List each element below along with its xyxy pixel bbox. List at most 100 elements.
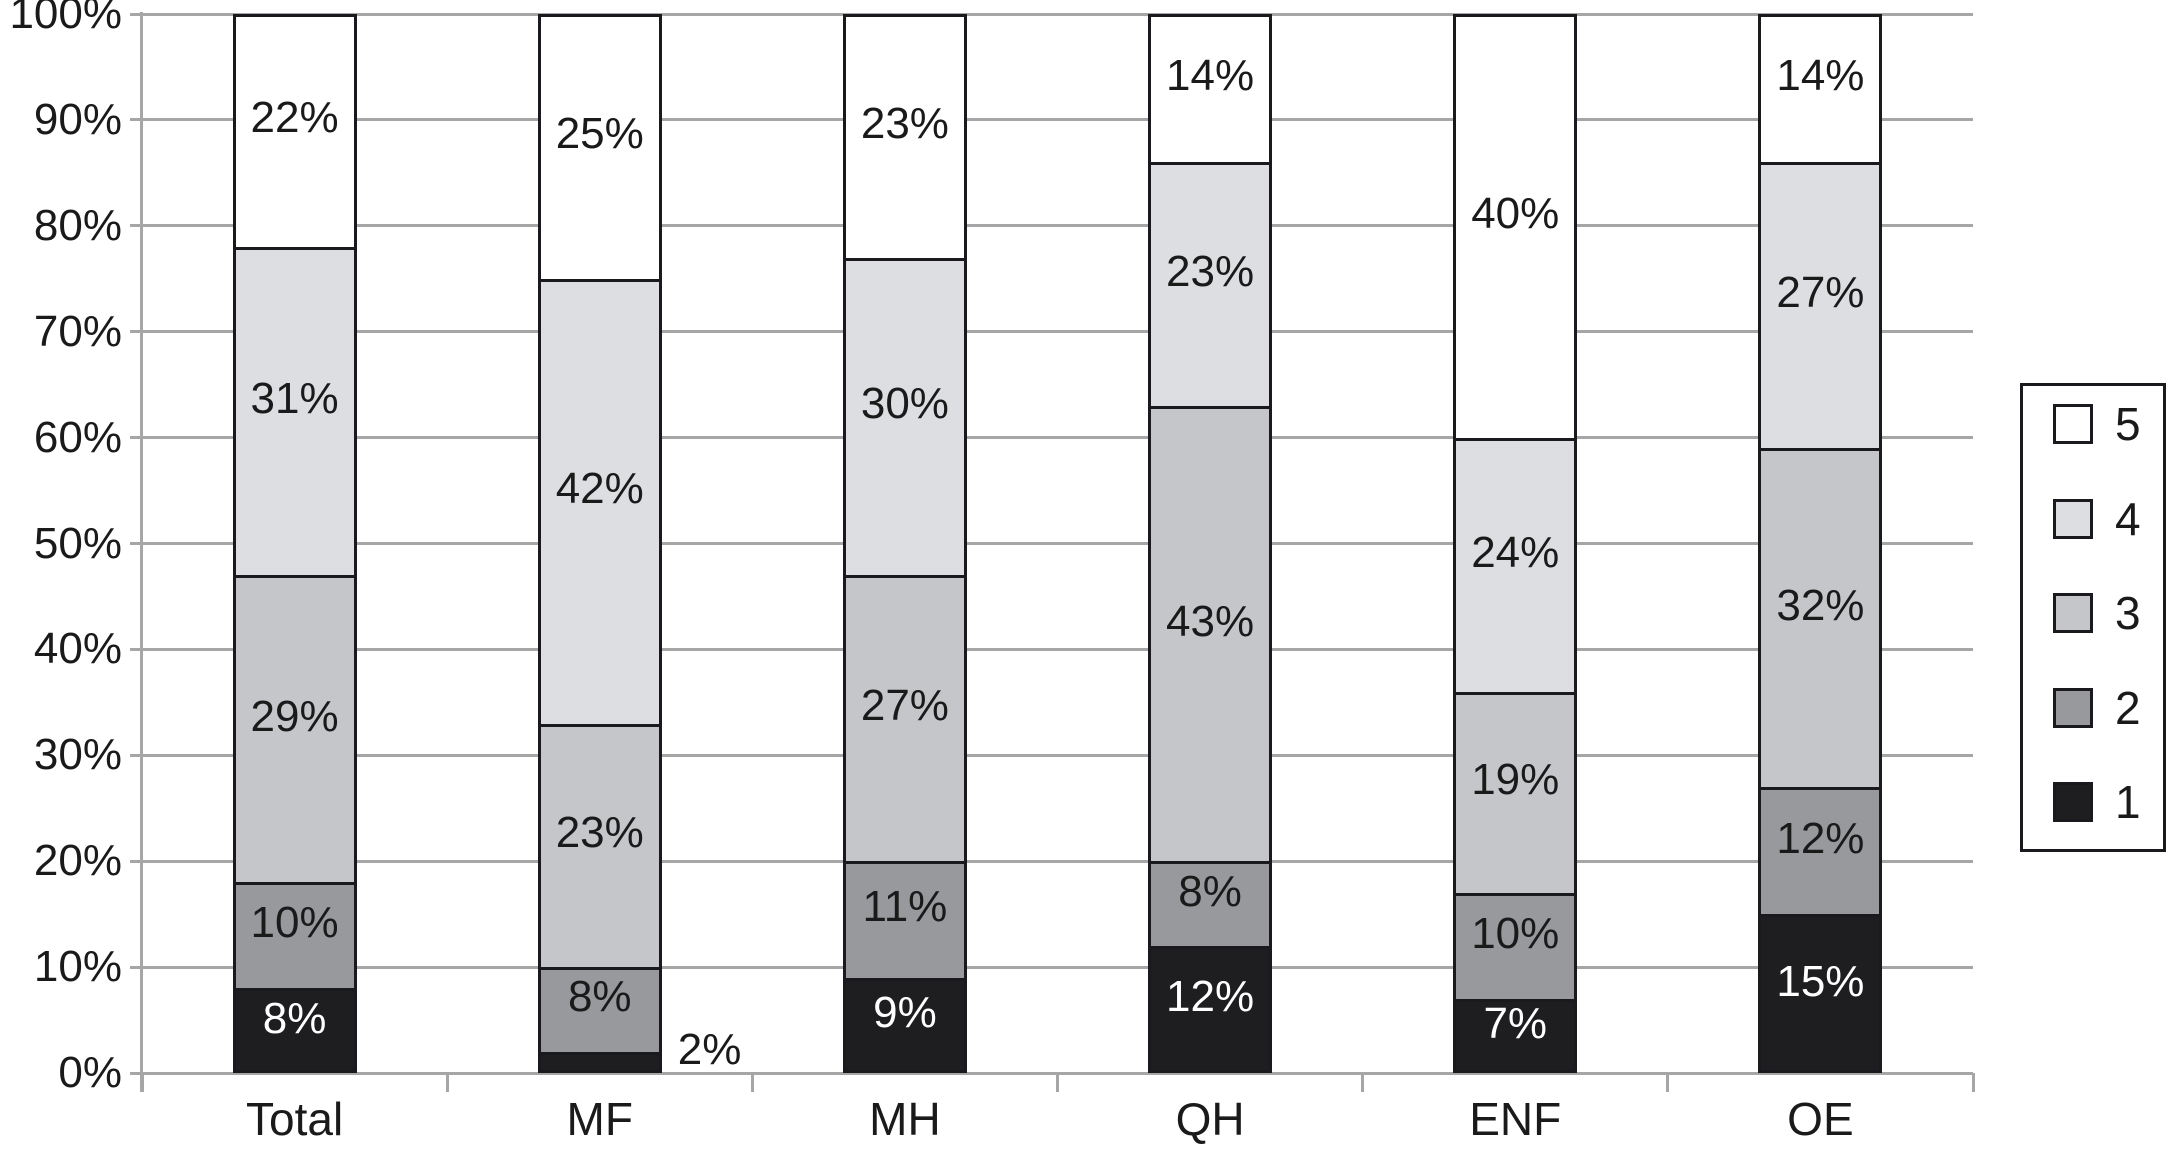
segment-label: 32%	[1776, 580, 1865, 630]
y-axis-tick-label: 100%	[9, 0, 122, 38]
category-label: OE	[1787, 1093, 1854, 1145]
y-axis-tick-label: 40%	[33, 624, 122, 674]
x-axis-tick	[445, 1073, 449, 1092]
y-axis-tick-label: 50%	[33, 518, 122, 568]
segment-label: 31%	[250, 374, 339, 424]
legend: 5 4 3 2 1	[2020, 383, 2166, 852]
segment-label: 40%	[1471, 188, 1560, 238]
gridline	[130, 330, 1973, 334]
segment-label: 43%	[1166, 596, 1255, 646]
bar-segment	[232, 246, 357, 576]
y-axis-tick-label: 20%	[33, 836, 122, 886]
category-label: ENF	[1469, 1093, 1562, 1145]
y-axis-tick-label: 80%	[33, 200, 122, 250]
gridline	[130, 12, 1973, 16]
bar-segment	[537, 278, 662, 724]
segment-label: 11%	[862, 882, 948, 932]
y-axis-tick-label: 30%	[33, 730, 122, 780]
segment-label: 15%	[1776, 956, 1865, 1006]
bar-segment	[1758, 14, 1883, 163]
segment-label: 24%	[1471, 527, 1560, 577]
x-axis-tick	[1666, 1073, 1670, 1092]
gridline	[130, 965, 1973, 969]
segment-label: 23%	[860, 98, 949, 148]
segment-label: 25%	[555, 109, 644, 159]
bar-segment	[1758, 914, 1883, 1073]
bar-segment	[1758, 448, 1883, 788]
gridline	[130, 647, 1973, 651]
y-axis-tick-label: 10%	[33, 942, 122, 992]
category-label: MF	[566, 1093, 633, 1145]
x-axis-tick	[1971, 1073, 1975, 1092]
bar-segment	[1453, 437, 1578, 692]
legend-swatch	[2053, 687, 2093, 728]
y-axis-tick-label: 70%	[33, 306, 122, 356]
segment-label: 27%	[1776, 268, 1865, 318]
legend-item: 4	[2053, 492, 2141, 545]
bar-segment	[1758, 787, 1883, 915]
segment-label: 9%	[873, 988, 937, 1038]
x-axis-tick	[1056, 1073, 1059, 1092]
category-label: Total	[245, 1093, 344, 1145]
segment-label: 8%	[262, 993, 327, 1043]
gridline	[130, 224, 1973, 228]
bar-segment	[1148, 945, 1273, 1073]
bar-segment	[842, 861, 967, 978]
bar-segment	[1148, 861, 1273, 946]
bar-segment	[842, 14, 967, 258]
legend-item: 2	[2053, 681, 2141, 734]
legend-swatch	[2053, 782, 2093, 822]
y-axis-tick-label: 90%	[33, 94, 122, 144]
bar-segment	[1453, 892, 1578, 999]
segment-label: 12%	[1776, 813, 1865, 863]
category-label: MH	[869, 1093, 941, 1145]
segment-label: 22%	[250, 93, 339, 143]
legend-label: 2	[2115, 681, 2141, 734]
segment-label: 7%	[1483, 998, 1548, 1048]
segment-label: 14%	[1166, 51, 1255, 101]
y-axis-line	[140, 12, 143, 1092]
legend-label: 4	[2115, 492, 2141, 545]
segment-label: 29%	[250, 691, 339, 741]
gridline	[130, 753, 1973, 757]
legend-label: 1	[2115, 776, 2141, 828]
gridline	[130, 1071, 1973, 1075]
segment-label: 2%	[677, 1025, 742, 1074]
bar-segment	[232, 575, 357, 883]
bar-segment	[842, 257, 967, 576]
bar-segment	[232, 988, 357, 1073]
bar-segment	[537, 14, 662, 279]
category-label: QH	[1175, 1093, 1245, 1145]
x-axis-tick	[750, 1073, 754, 1092]
legend-item: 1	[2053, 776, 2141, 828]
bar-segment	[1148, 405, 1273, 862]
segment-label: 23%	[1166, 247, 1255, 297]
bar-segment	[537, 723, 662, 968]
legend-label: 5	[2115, 398, 2141, 450]
segment-label: 30%	[860, 379, 949, 429]
bar-segment	[1758, 162, 1883, 449]
legend-item: 3	[2053, 587, 2141, 639]
legend-label: 3	[2115, 587, 2141, 639]
segment-label: 14%	[1776, 51, 1865, 101]
bar-segment	[1148, 14, 1273, 163]
y-axis-tick-label: 60%	[33, 412, 122, 462]
legend-swatch	[2053, 593, 2093, 633]
bar-segment	[537, 967, 662, 1052]
segment-label: 27%	[860, 681, 949, 731]
y-axis-tick-label: 0%	[58, 1048, 122, 1097]
segment-label: 19%	[1471, 755, 1560, 805]
segment-label: 10%	[250, 898, 339, 948]
bar-segment	[1453, 998, 1578, 1073]
gridline	[130, 542, 1973, 545]
legend-swatch	[2053, 404, 2093, 444]
legend-swatch	[2053, 498, 2093, 539]
bar-segment	[537, 1051, 662, 1073]
segment-label: 23%	[555, 808, 644, 858]
bar-segment	[1148, 162, 1273, 406]
bar-segment	[842, 977, 967, 1073]
gridline	[130, 118, 1973, 122]
gridline	[130, 859, 1973, 863]
segment-label: 12%	[1166, 972, 1255, 1022]
segment-label: 42%	[555, 464, 644, 514]
